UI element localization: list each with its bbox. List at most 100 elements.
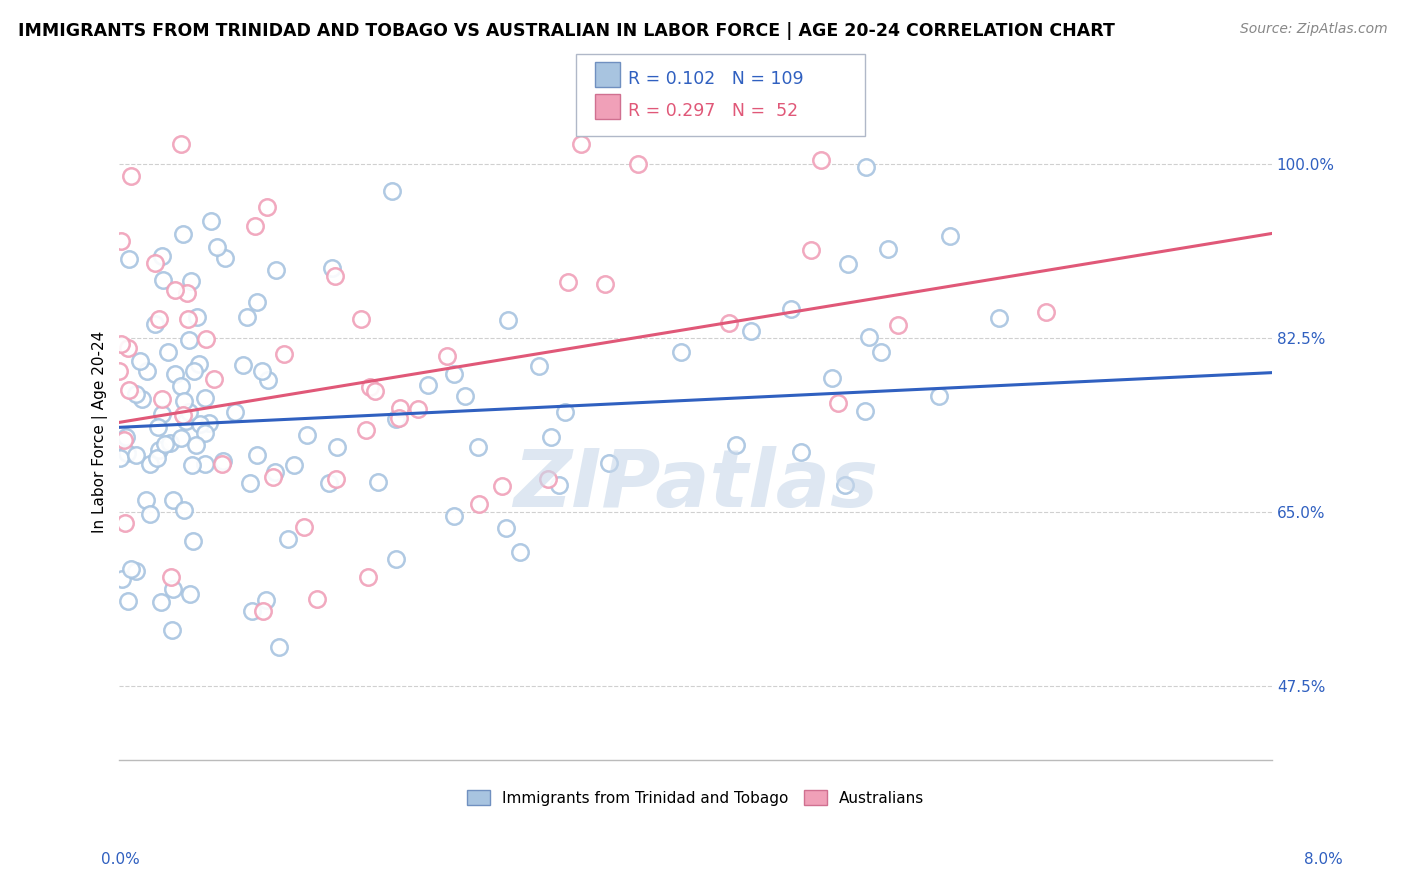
Point (173, 503, 195, 517)
Point (124, 448, 146, 462)
Point (145, 451, 167, 466)
Text: IMMIGRANTS FROM TRINIDAD AND TOBAGO VS AUSTRALIAN IN LABOR FORCE | AGE 20-24 COR: IMMIGRANTS FROM TRINIDAD AND TOBAGO VS A… (18, 22, 1115, 40)
Point (131, 392, 153, 407)
Point (162, 582, 184, 596)
Point (194, 457, 217, 471)
Point (117, 594, 139, 608)
Point (540, 430, 562, 444)
Point (527, 359, 550, 373)
Point (224, 405, 246, 419)
Point (202, 372, 225, 386)
Point (718, 316, 741, 330)
Point (790, 444, 813, 458)
Point (125, 564, 148, 578)
Point (111, 572, 134, 586)
Point (117, 446, 139, 460)
Point (177, 405, 200, 419)
Point (114, 430, 136, 444)
Point (928, 389, 950, 403)
Point (138, 458, 160, 472)
Point (163, 283, 186, 297)
Point (173, 393, 195, 408)
Point (181, 534, 204, 549)
Point (118, 383, 141, 397)
Point (254, 592, 277, 607)
Point (780, 301, 803, 316)
Point (197, 416, 219, 430)
Point (318, 476, 340, 491)
Point (987, 311, 1010, 326)
Point (156, 345, 179, 359)
Point (108, 364, 131, 378)
Point (148, 311, 170, 326)
Point (170, 379, 193, 393)
Point (858, 330, 880, 344)
Point (170, 431, 193, 445)
Point (869, 345, 891, 359)
Point (136, 364, 159, 378)
Point (416, 378, 439, 392)
Point (800, 244, 823, 258)
Point (283, 458, 305, 473)
Point (149, 595, 172, 609)
Point (810, 153, 832, 168)
Point (323, 268, 346, 283)
Text: ZIPatlas: ZIPatlas (513, 446, 879, 524)
Point (595, 277, 617, 292)
Point (557, 276, 579, 290)
Point (243, 219, 266, 233)
Point (174, 414, 197, 428)
Point (150, 408, 173, 422)
Point (112, 434, 135, 448)
Point (139, 508, 162, 522)
Point (292, 520, 315, 534)
Point (669, 345, 692, 359)
Point (160, 623, 183, 637)
Text: Source: ZipAtlas.com: Source: ZipAtlas.com (1240, 22, 1388, 37)
Point (214, 251, 236, 265)
Point (388, 410, 411, 425)
Point (273, 347, 295, 361)
Point (269, 640, 291, 655)
Point (1035, 305, 1057, 319)
Point (110, 235, 132, 249)
Point (188, 417, 211, 431)
Point (443, 508, 465, 523)
Point (145, 318, 167, 332)
Point (207, 240, 229, 254)
Point (150, 249, 173, 263)
Point (367, 475, 389, 489)
Point (125, 386, 148, 401)
Point (509, 545, 531, 559)
Point (277, 532, 299, 546)
Point (537, 472, 560, 486)
Point (186, 310, 208, 324)
Point (385, 551, 408, 566)
Point (176, 286, 198, 301)
Point (827, 396, 849, 410)
Point (295, 428, 318, 442)
Point (627, 156, 650, 170)
Point (117, 252, 139, 266)
Point (877, 242, 900, 256)
Point (183, 363, 205, 377)
Text: 0.0%: 0.0% (101, 852, 141, 867)
Point (143, 255, 166, 269)
Point (194, 391, 217, 405)
Point (256, 373, 278, 387)
Point (170, 136, 193, 151)
Point (120, 169, 142, 183)
Point (495, 521, 517, 535)
Point (548, 478, 571, 492)
Point (740, 324, 762, 338)
Point (159, 435, 181, 450)
Text: 8.0%: 8.0% (1303, 852, 1343, 867)
Point (246, 448, 269, 462)
Point (325, 472, 347, 486)
Point (454, 388, 477, 402)
Point (252, 604, 274, 618)
Point (256, 200, 278, 214)
Point (232, 358, 254, 372)
Point (443, 368, 465, 382)
Point (357, 570, 380, 584)
